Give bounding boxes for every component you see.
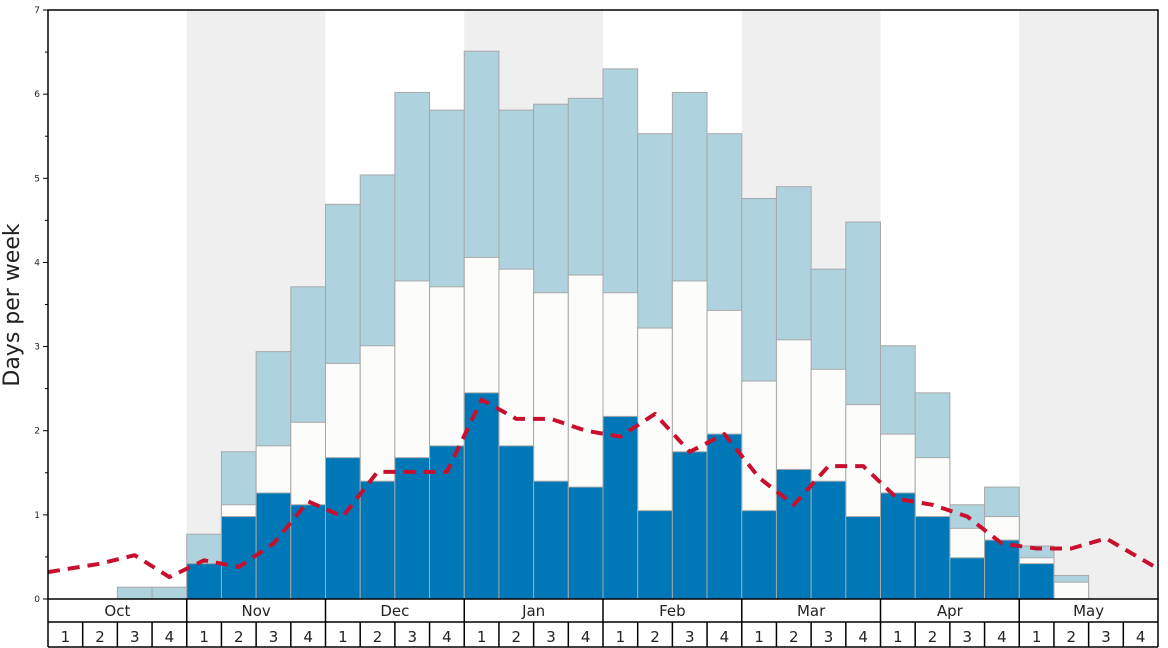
week-label: 2: [373, 628, 383, 646]
bar-series1-week-24: [845, 516, 881, 600]
week-label: 4: [858, 628, 868, 646]
y-tick-label: 1: [34, 511, 40, 521]
month-label-mar: Mar: [797, 602, 826, 620]
bar-series1-week-14: [498, 445, 535, 600]
average-line-series: [47, 397, 1160, 580]
bar-series1-week-18: [637, 510, 673, 600]
week-label: 1: [1032, 628, 1042, 646]
bar-series1-week-19: [671, 451, 708, 600]
bar-series1-week-28: [984, 539, 1020, 600]
bar-series1-week-29: [1018, 563, 1055, 600]
week-label: 3: [269, 628, 279, 646]
week-label: 3: [407, 628, 417, 646]
week-label: 2: [928, 628, 938, 646]
y-tick-label: 0: [34, 595, 40, 605]
y-tick-label: 6: [34, 90, 40, 100]
y-tick-label: 3: [34, 343, 40, 353]
week-label: 2: [1067, 628, 1077, 646]
x-axis: Oct Nov Dec Jan Feb Mar Apr May 1 2 3 4 1 2 3 4 1 2 3 4 1 2 3 4…: [47, 599, 1159, 648]
week-label: 2: [95, 628, 105, 646]
week-label: 1: [199, 628, 209, 646]
bar-series1-week-6: [220, 516, 257, 600]
bar-series1-week-5: [186, 563, 222, 600]
week-label: 4: [1136, 628, 1146, 646]
month-label-oct: Oct: [104, 602, 130, 620]
bar-series1-week-23: [810, 480, 847, 600]
bar-series1-week-26: [914, 516, 951, 600]
average-dashed-line: [47, 397, 1160, 580]
week-label: 1: [477, 628, 487, 646]
bar-series3-week-3: [116, 586, 153, 600]
bar-series1-week-27: [949, 557, 986, 600]
week-label: 2: [234, 628, 244, 646]
bar-series1-week-10: [359, 480, 396, 600]
week-label: 1: [754, 628, 764, 646]
stacked-bars: [116, 50, 1090, 600]
bar-series1-week-22: [775, 468, 812, 600]
week-label: 1: [338, 628, 348, 646]
bar-series1-week-20: [706, 433, 743, 600]
y-axis-label: Days per week: [0, 223, 25, 386]
week-label: 3: [685, 628, 695, 646]
week-label: 3: [1101, 628, 1111, 646]
bar-series2-week-30: [1053, 581, 1090, 600]
month-label-feb: Feb: [659, 602, 686, 620]
week-label: 3: [130, 628, 140, 646]
week-label: 3: [546, 628, 556, 646]
week-label: 4: [303, 628, 313, 646]
month-label-apr: Apr: [937, 602, 964, 620]
y-axis: 0 1 2 3 4 5 6 7: [34, 6, 48, 605]
week-label: 2: [650, 628, 660, 646]
week-label: 1: [893, 628, 903, 646]
bar-series1-week-13: [463, 392, 500, 600]
week-label: 4: [442, 628, 452, 646]
bar-series1-week-15: [533, 480, 569, 600]
bar-series1-week-21: [741, 510, 777, 600]
bar-series3-week-4: [151, 586, 188, 600]
week-label: 3: [962, 628, 972, 646]
week-label: 1: [616, 628, 626, 646]
y-tick-label: 5: [34, 174, 40, 184]
week-label: 4: [581, 628, 591, 646]
week-label: 3: [824, 628, 834, 646]
month-label-jan: Jan: [521, 602, 545, 620]
bar-series1-week-17: [602, 415, 639, 600]
week-label: 4: [165, 628, 175, 646]
bar-series1-week-7: [255, 492, 292, 600]
bar-series1-week-8: [290, 504, 326, 600]
y-tick-label: 4: [34, 258, 40, 268]
y-tick-label: 7: [34, 6, 40, 16]
week-label: 2: [789, 628, 799, 646]
month-label-dec: Dec: [380, 602, 409, 620]
y-tick-label: 2: [34, 427, 40, 437]
week-label: 1: [61, 628, 71, 646]
month-label-may: May: [1073, 602, 1104, 620]
bar-series1-week-25: [880, 492, 916, 600]
month-label-nov: Nov: [241, 602, 270, 620]
bar-series1-week-9: [325, 457, 361, 600]
bar-series1-week-16: [567, 486, 604, 600]
month-band-may: [1019, 10, 1158, 599]
week-label: 4: [720, 628, 730, 646]
bar-series1-week-11: [394, 457, 431, 600]
week-label: 2: [512, 628, 522, 646]
week-label: 4: [997, 628, 1007, 646]
